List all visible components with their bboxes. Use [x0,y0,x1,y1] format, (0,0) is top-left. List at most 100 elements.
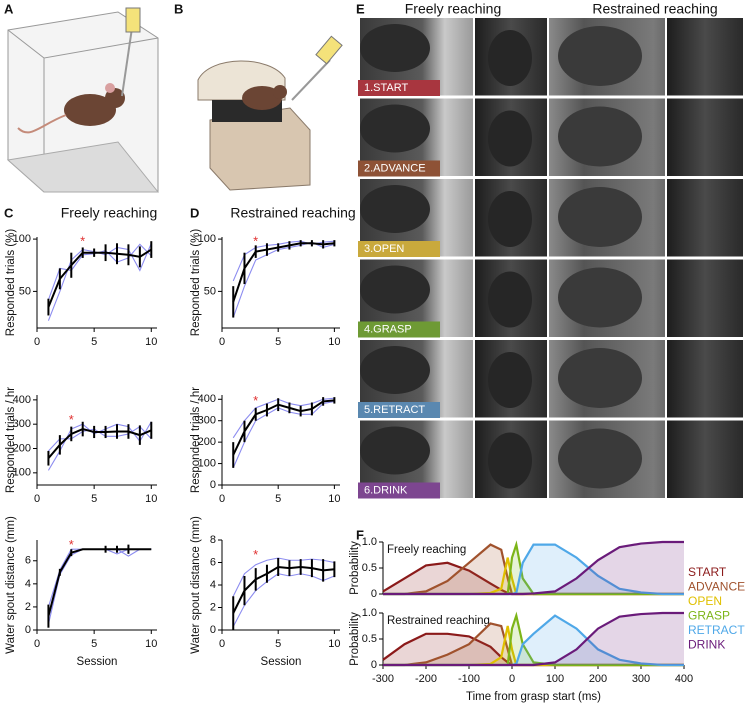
mouse-head [488,352,532,408]
panel-label: A [4,1,14,16]
significance-star: * [80,234,85,249]
x-tick-label: 200 [589,673,607,685]
y-tick-label: 4 [210,579,216,591]
chart-title: Restrained reaching [230,205,355,221]
phase-label: 2.ADVANCE [364,162,426,174]
x-tick-label: 10 [145,493,157,505]
mean-line [47,548,152,617]
x-tick-label: 400 [675,673,693,685]
phase-label: 6.DRINK [364,484,408,496]
mouse-head [558,26,642,86]
x-tick-label: 5 [91,493,97,505]
y-axis-label: Water spout distance (mm) [190,516,202,654]
x-axis-label: Session [77,656,118,668]
mouse-head [360,426,430,475]
individual-trace [232,241,335,318]
y-tick-label: 300 [198,415,216,427]
x-tick-label: 5 [275,638,281,650]
mouse-head [360,346,430,394]
cage-illustration [6,7,160,193]
phase-label: 5.RETRACT [364,404,425,416]
column-header: Restrained reaching [592,1,717,17]
panel-label: B [174,1,183,16]
phase-box [358,402,440,418]
phase-box [358,241,440,257]
x-tick-label: -100 [458,673,480,685]
y-tick-label: 50 [19,285,31,297]
mouse-head [360,185,430,233]
area-fill [383,544,684,594]
mouse-head [360,265,430,314]
legend-entry: RETRACT [688,623,745,637]
x-tick-label: 100 [546,673,564,685]
x-tick-label: 0 [34,493,40,505]
significance-star: * [69,412,74,427]
panel-label: E [356,1,365,16]
y-tick-label: 100 [198,233,216,245]
video-frame [667,18,743,96]
x-tick-label: 0 [219,493,225,505]
legend-entry: GRASP [688,609,730,623]
legend-entry: OPEN [688,594,722,608]
chart-title: Restrained reaching [387,615,490,627]
individual-trace [47,548,152,608]
y-axis-label: Responded trials (%) [190,229,202,337]
area-fill [383,623,684,665]
area-fill [383,544,684,594]
y-axis-label: Responded trials / hr [5,387,17,493]
mouse-head [488,271,532,328]
video-frame [667,340,743,418]
area-fill [383,633,684,665]
individual-trace [48,425,152,452]
phase-label: 4.GRASP [364,323,412,335]
x-tick-label: 10 [145,638,157,650]
y-tick-label: 1.0 [362,607,377,619]
y-axis-label: Water spout distance (mm) [5,516,17,654]
y-tick-label: 50 [204,285,216,297]
x-tick-label: 10 [328,493,340,505]
legend-entry: DRINK [688,638,725,652]
y-tick-label: 100 [13,467,31,479]
video-frame [667,259,743,337]
panel-label: F [356,527,364,542]
y-tick-label: 200 [13,442,31,454]
phase-box [358,482,440,499]
y-tick-label: 400 [13,394,31,406]
x-tick-label: -200 [415,673,437,685]
y-axis-label: Responded trials (%) [5,229,17,337]
y-tick-label: 0.5 [362,633,377,645]
x-tick-label: 0 [509,673,515,685]
y-axis-label: Probability [349,541,361,595]
significance-star: * [253,393,258,408]
y-tick-label: 6 [210,556,216,568]
y-tick-label: 2 [210,601,216,613]
phase-box [358,321,440,338]
y-tick-label: 2 [25,601,31,613]
y-tick-label: 0 [25,624,31,636]
mean-line [232,399,335,456]
x-tick-label: -300 [372,673,394,685]
y-tick-label: 1.0 [362,536,377,548]
individual-trace [232,400,335,469]
y-tick-label: 300 [13,418,31,430]
x-tick-label: 10 [328,336,340,348]
mean-line [232,242,335,303]
x-tick-label: 0 [34,638,40,650]
x-tick-label: 10 [145,336,157,348]
y-tick-label: 0 [371,588,377,600]
x-tick-label: 0 [219,336,225,348]
y-tick-label: 8 [210,534,216,546]
area-fill [383,613,684,665]
x-tick-label: 10 [328,638,340,650]
mouse-head [488,30,532,86]
x-tick-label: 5 [275,493,281,505]
individual-trace [232,397,335,439]
y-tick-label: 6 [25,555,31,567]
x-tick-label: 300 [632,673,650,685]
mouse-head [558,267,642,328]
significance-star: * [253,234,258,249]
y-tick-label: 0 [371,659,377,671]
video-frame [667,179,743,257]
y-tick-label: 0 [210,624,216,636]
